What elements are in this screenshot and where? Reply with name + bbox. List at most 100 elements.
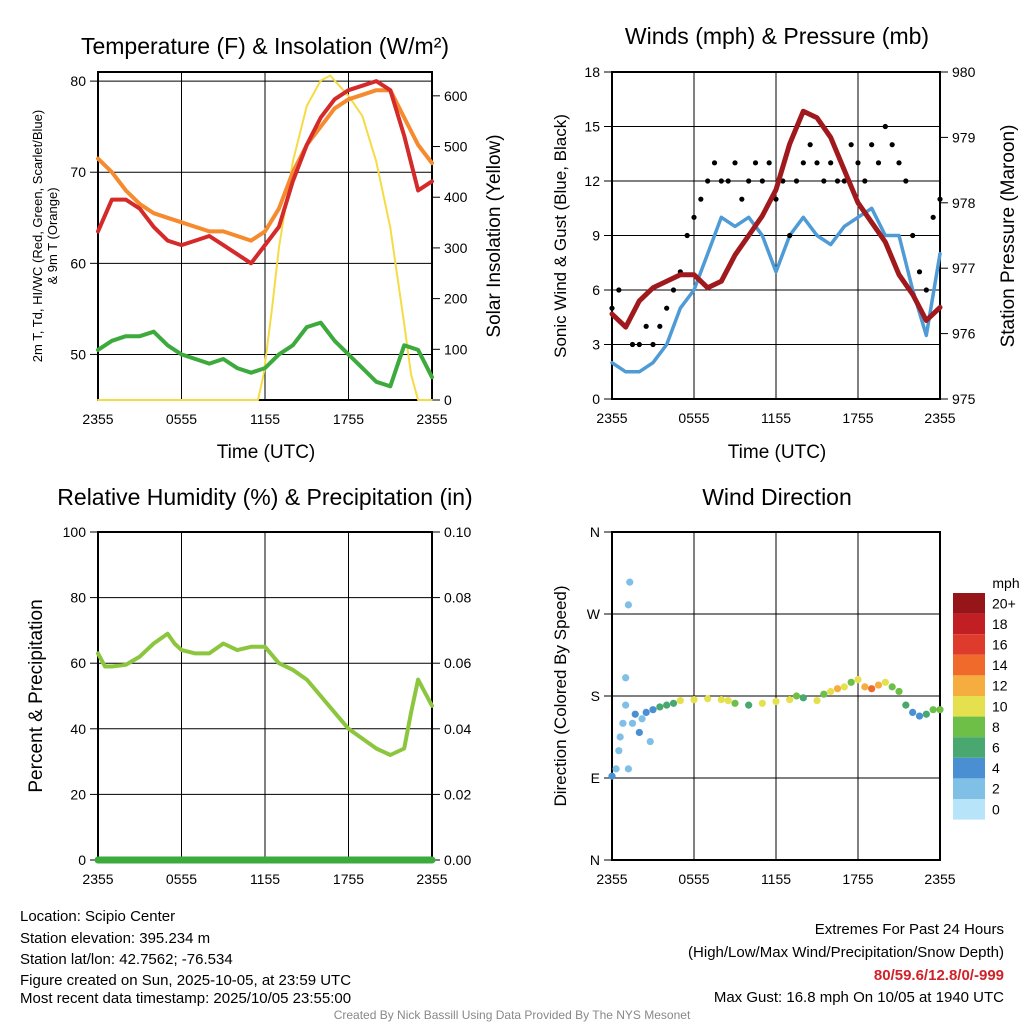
winds-ylabel: Sonic Wind & Gust (Blue, Black): [551, 114, 570, 358]
humidity-y-tick-label: 60: [70, 655, 86, 671]
temperature-y-right-tick-label: 600: [444, 88, 468, 104]
wind-direction-point: [888, 683, 896, 691]
humidity-series-relative-humidity: [96, 631, 434, 757]
credit-text: Created By Nick Bassill Using Data Provi…: [334, 1008, 691, 1022]
colorbar-label: 8: [992, 719, 1000, 735]
temperature-series-9m-t: [96, 88, 434, 243]
temperature-y-tick-label: 50: [70, 346, 86, 362]
colorbar-label: 16: [992, 637, 1008, 653]
gust-point: [821, 178, 827, 184]
wind-direction-point: [909, 708, 917, 717]
colorbar-swatch: [953, 654, 985, 676]
wind-direction-point: [724, 696, 732, 705]
wind-direction-point: [663, 701, 671, 709]
wind-direction-point: [626, 578, 634, 586]
winds-y-tick-label: 15: [584, 119, 600, 135]
gust-point: [670, 287, 677, 293]
created-text: Figure created on Sun, 2025-10-05, at 23…: [20, 972, 351, 989]
winds-y-right-tick-label: 978: [952, 195, 976, 211]
gust-point: [752, 160, 759, 166]
colorbar-swatch: [953, 737, 985, 758]
humidity-x-tick-label: 1155: [250, 871, 280, 887]
winds-ylabel-right: Station Pressure (Maroon): [998, 125, 1019, 348]
gust-point: [759, 178, 765, 184]
winds-plot-frame: [611, 71, 941, 400]
colorbar-label: 14: [992, 657, 1008, 673]
temperature-series-2m-t: [96, 79, 434, 266]
colorbar-swatch: [953, 613, 985, 635]
winds-y-tick-label: 6: [592, 282, 600, 298]
humidity-y-right-tick-label: 0.06: [444, 655, 471, 671]
winds-y-right-tick-label: 975: [952, 391, 976, 407]
winds-y-tick-label: 3: [592, 337, 600, 353]
winds-y-tick-label: 18: [584, 64, 600, 80]
temperature-y-tick-label: 60: [70, 255, 86, 271]
gust-point: [643, 323, 649, 329]
wind-direction-point: [758, 699, 766, 707]
gust-point: [896, 160, 902, 166]
humidity-y-tick-label: 20: [70, 786, 86, 802]
winds-x-tick-label: 2355: [596, 410, 627, 426]
colorbar-swatch: [953, 634, 985, 655]
wind-direction-y-tick-label: N: [590, 524, 600, 540]
colorbar-label: 0: [992, 801, 1000, 817]
gust-point: [916, 269, 923, 275]
colorbar-label: 10: [992, 698, 1008, 714]
temperature-ylabel-right: Solar Insolation (Yellow): [484, 134, 505, 337]
temperature-x-tick-label: 2355: [82, 411, 113, 427]
gust-point: [657, 323, 663, 329]
wind-direction-chart-title: Wind Direction: [702, 484, 852, 510]
winds-series-sonic-wind: [610, 206, 942, 374]
temperature-x-tick-label: 1155: [250, 411, 280, 427]
winds-x-tick-label: 2355: [924, 410, 955, 426]
wind-direction-y-tick-label: S: [591, 688, 600, 704]
gust-point: [636, 341, 642, 348]
wind-direction-point: [847, 678, 855, 686]
location-text: Location: Scipio Center: [20, 908, 175, 925]
wind-direction-point: [635, 728, 643, 737]
winds-y-tick-label: 0: [592, 391, 600, 407]
colorbar-swatch: [953, 778, 985, 799]
colorbar-swatch: [953, 716, 985, 738]
wind-direction-x-tick-label: 2355: [596, 871, 627, 887]
wind-direction-point: [881, 678, 889, 686]
wind-direction-point: [874, 681, 883, 689]
gust-point: [616, 287, 622, 293]
humidity-y-tick-label: 0: [78, 852, 86, 868]
winds-chart-title: Winds (mph) & Pressure (mb): [625, 23, 929, 49]
winds-x-tick-label: 1155: [761, 410, 791, 426]
colorbar-label: 6: [992, 740, 1000, 756]
colorbar-label: 20+: [992, 595, 1016, 611]
wind-direction-point: [745, 701, 753, 709]
wind-direction-point: [854, 676, 862, 684]
wind-direction-point: [646, 737, 654, 746]
colorbar-label: 2: [992, 781, 1000, 797]
wind-direction-point: [642, 708, 650, 717]
wind-direction-y-tick-label: E: [591, 770, 600, 786]
winds-y-right-tick-label: 979: [952, 129, 976, 145]
colorbar: 20+ 18 16 14 12 10 8 6 4 2 0: [953, 593, 1016, 820]
footer-left: Location: Scipio Center Station elevatio…: [20, 908, 351, 1007]
wind-direction-point: [813, 696, 821, 705]
temperature-y-right-tick-label: 100: [444, 341, 468, 357]
wind-direction-point: [827, 687, 835, 696]
temperature-x-tick-label: 2355: [416, 411, 447, 427]
wind-direction-point: [922, 710, 930, 718]
temperature-ylabel-2: & 9m T (Orange): [45, 187, 60, 284]
gust-point: [882, 123, 888, 130]
temperature-y-right-tick-label: 0: [444, 392, 452, 408]
wind-direction-point: [704, 695, 712, 703]
wind-direction-point: [649, 706, 657, 714]
winds-axes: 2355 0555 1155 1755 2355 0 3 6 9 12 15 18 975 976 977 9…: [584, 64, 975, 426]
wind-direction-point: [631, 710, 639, 718]
gust-point: [800, 160, 806, 166]
extremes-values: 80/59.6/12.8/0/-999: [874, 967, 1004, 984]
humidity-y-right-tick-label: 0.00: [444, 852, 471, 868]
temperature-x-tick-label: 0555: [166, 411, 197, 427]
humidity-y-tick-label: 80: [70, 590, 86, 606]
wind-direction-point: [628, 719, 637, 727]
wind-direction-point: [619, 719, 627, 727]
wind-direction-point: [622, 701, 630, 709]
wind-direction-point: [616, 733, 624, 741]
wind-direction-y-tick-label: W: [587, 606, 601, 622]
